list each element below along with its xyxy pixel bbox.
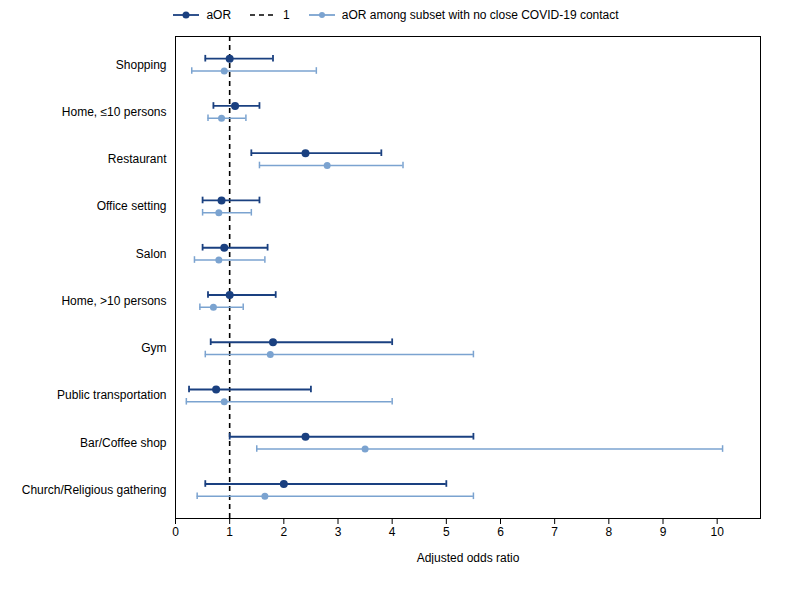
svg-text:Home, >10 persons: Home, >10 persons: [61, 294, 166, 308]
svg-text:6: 6: [497, 525, 504, 539]
svg-text:2: 2: [280, 525, 287, 539]
svg-text:Church/Religious gathering: Church/Religious gathering: [22, 483, 167, 497]
svg-text:Home, ≤10 persons: Home, ≤10 persons: [62, 105, 167, 119]
svg-text:9: 9: [660, 525, 667, 539]
html-text:aOR: aOR: [206, 8, 232, 22]
svg-text:3: 3: [335, 525, 342, 539]
svg-text:Salon: Salon: [136, 247, 167, 261]
html-text:1: 1: [283, 8, 290, 22]
svg-text:Bar/Coffee shop: Bar/Coffee shop: [80, 436, 167, 450]
svg-text:8: 8: [605, 525, 612, 539]
svg-text:Shopping: Shopping: [116, 58, 167, 72]
svg-text:4: 4: [389, 525, 396, 539]
svg-text:10: 10: [710, 525, 724, 539]
svg-text:Gym: Gym: [141, 341, 166, 355]
svg-text:7: 7: [551, 525, 558, 539]
svg-text:1: 1: [226, 525, 233, 539]
svg-text:5: 5: [443, 525, 450, 539]
svg-text:Office setting: Office setting: [97, 199, 167, 213]
svg-text:Restaurant: Restaurant: [108, 152, 167, 166]
html-text:aOR among subset with no close: aOR among subset with no close COVID-19 …: [341, 8, 619, 22]
svg-text:Adjusted odds ratio: Adjusted odds ratio: [417, 551, 520, 565]
svg-text:Public transportation: Public transportation: [57, 388, 166, 402]
svg-text:0: 0: [172, 525, 179, 539]
